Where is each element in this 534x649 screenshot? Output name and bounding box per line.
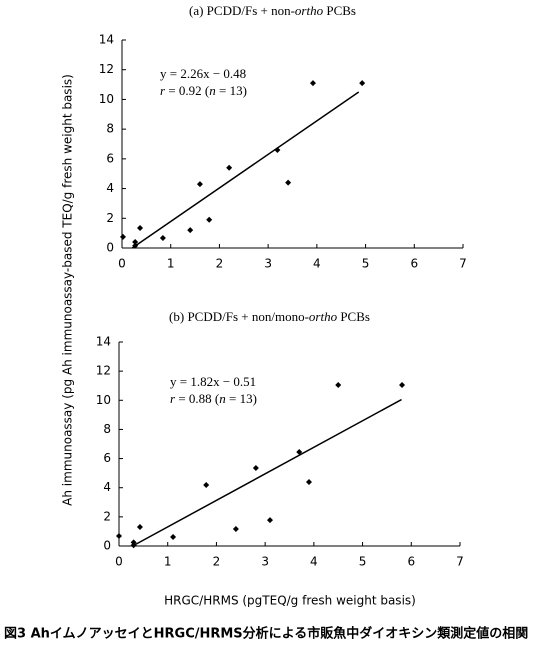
text-line: (b) PCDD/Fs + non/mono-ortho PCBs	[169, 309, 370, 324]
point	[137, 224, 144, 231]
text-part: y = 2.26x − 0.48	[160, 66, 246, 81]
point	[116, 532, 122, 539]
point	[335, 381, 342, 388]
text-line: r = 0.88 (n = 13)	[170, 391, 257, 406]
y-tick-label: 8	[106, 122, 114, 136]
x-tick-label: 1	[167, 257, 175, 271]
x-tick-label: 5	[362, 257, 370, 271]
y-tick-label: 14	[99, 33, 114, 47]
x-tick-label: 3	[264, 257, 272, 271]
point	[187, 227, 194, 234]
y-tick-label: 12	[96, 364, 111, 378]
y-tick-label: 6	[106, 151, 114, 165]
point	[252, 465, 259, 472]
text-part: PCBs	[323, 3, 356, 18]
point	[136, 524, 143, 531]
fit-line	[131, 91, 360, 249]
point	[132, 242, 139, 249]
point	[203, 481, 210, 488]
text-part: PCBs	[337, 309, 370, 324]
text-part: (a) PCDD/Fs + non-	[189, 3, 295, 18]
x-tick-label: 6	[407, 555, 415, 569]
x-axis-label: HRGC/HRMS (pgTEQ/g fresh weight basis)	[164, 594, 416, 608]
text-part: y = 1.82x − 0.51	[170, 374, 256, 389]
point	[267, 517, 274, 524]
text-part: ortho	[295, 3, 324, 18]
x-tick-label: 0	[115, 555, 123, 569]
x-tick-label: 3	[261, 555, 269, 569]
point	[119, 233, 126, 240]
text-line: y = 1.82x − 0.51	[170, 374, 256, 389]
point	[226, 164, 233, 171]
text-part: = 0.92 (	[165, 83, 209, 98]
x-tick-label: 2	[213, 555, 221, 569]
y-tick-label: 4	[106, 181, 114, 195]
y-axis-label: Ah immunoassay (pg Ah immunoassay-based …	[61, 74, 75, 506]
point	[296, 449, 303, 456]
text-line: r = 0.92 (n = 13)	[160, 83, 247, 98]
x-tick-label: 1	[164, 555, 172, 569]
x-tick-label: 7	[456, 555, 464, 569]
point	[285, 179, 292, 186]
text-part: ortho	[309, 309, 338, 324]
point	[132, 239, 139, 246]
text-part: = 0.88 (	[175, 391, 219, 406]
point	[130, 542, 137, 549]
text-line: y = 2.26x − 0.48	[160, 66, 246, 81]
point	[274, 146, 281, 153]
text-part: = 13)	[226, 391, 257, 406]
x-tick-label: 6	[410, 257, 418, 271]
point	[196, 181, 203, 188]
y-tick-label: 6	[103, 451, 111, 465]
y-tick-label: 10	[99, 92, 114, 106]
point	[159, 235, 166, 242]
x-tick-label: 5	[359, 555, 367, 569]
fit-line	[132, 398, 402, 547]
caption: 図3 AhイムノアッセイとHRGC/HRMS分析による市販魚中ダイオキシン類測定…	[4, 626, 528, 642]
point	[359, 80, 366, 87]
y-tick-label: 0	[106, 241, 114, 255]
y-tick-label: 8	[103, 422, 111, 436]
x-tick-label: 0	[118, 257, 126, 271]
x-tick-label: 4	[313, 257, 321, 271]
y-tick-label: 2	[106, 211, 114, 225]
y-tick-label: 10	[96, 393, 111, 407]
y-tick-label: 14	[96, 335, 111, 349]
text-part: n	[209, 83, 216, 98]
y-tick-label: 12	[99, 62, 114, 76]
point	[399, 381, 406, 388]
text-part: r	[160, 83, 166, 98]
point	[206, 216, 213, 223]
point	[232, 525, 239, 532]
x-tick-label: 7	[459, 257, 467, 271]
point	[170, 533, 177, 540]
text-part: n	[219, 391, 226, 406]
text-part: r	[170, 391, 176, 406]
x-tick-label: 4	[310, 555, 318, 569]
point	[309, 80, 316, 87]
point	[305, 479, 312, 486]
text-part: = 13)	[216, 83, 247, 98]
text-part: (b) PCDD/Fs + non/mono-	[169, 309, 309, 324]
y-tick-label: 4	[103, 480, 111, 494]
y-tick-label: 0	[103, 539, 111, 553]
text-line: (a) PCDD/Fs + non-ortho PCBs	[189, 3, 356, 18]
y-tick-label: 2	[103, 509, 111, 523]
x-tick-label: 2	[216, 257, 224, 271]
